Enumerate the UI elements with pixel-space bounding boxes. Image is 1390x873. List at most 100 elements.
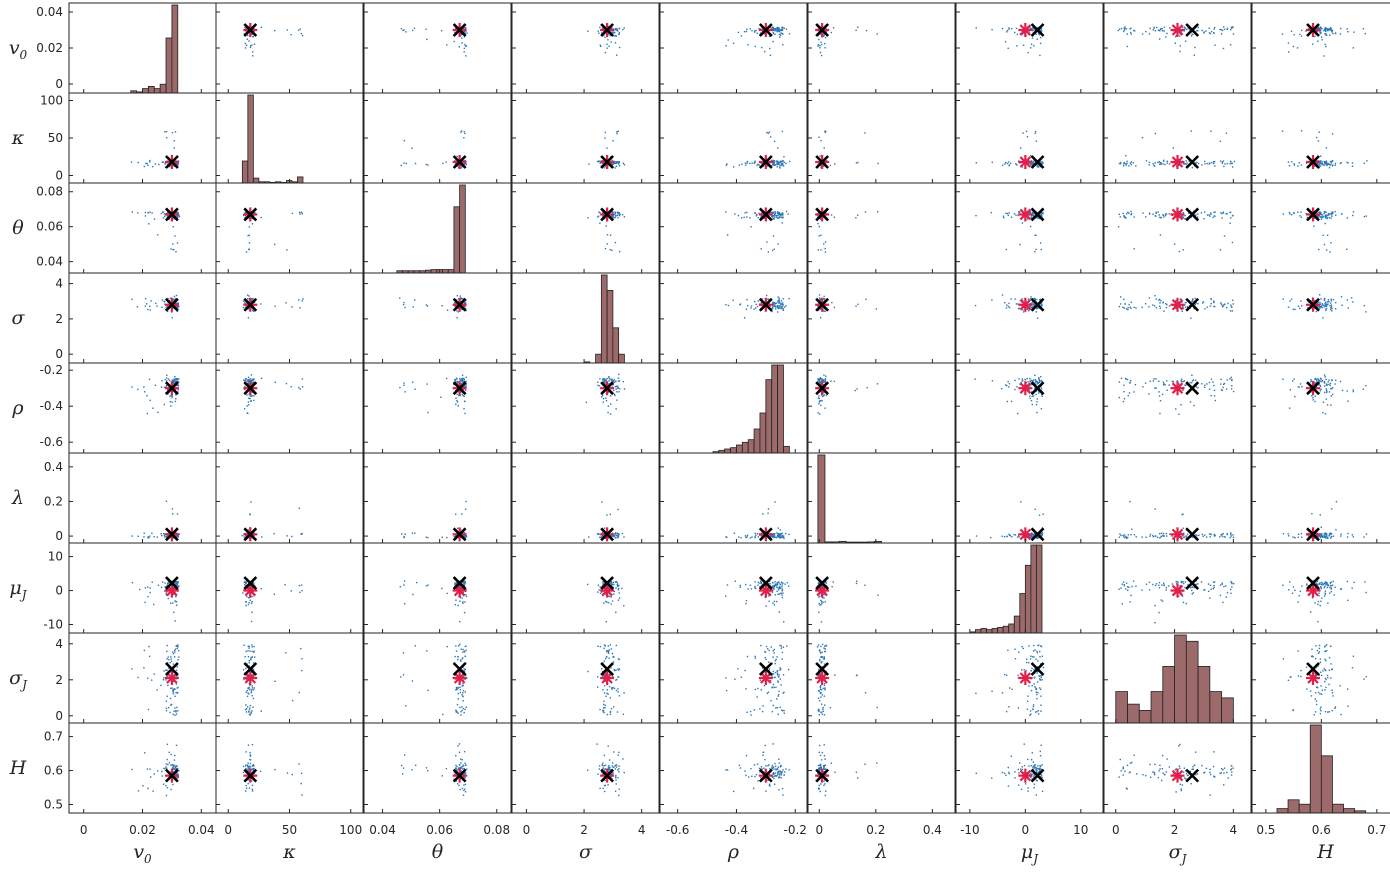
sample-point [1004, 41, 1007, 43]
sample-point [1027, 51, 1029, 54]
sample-point [167, 297, 169, 300]
sample-point [725, 45, 727, 47]
sample-point [1222, 26, 1225, 28]
sample-point [772, 29, 774, 31]
sample-point [822, 381, 825, 383]
sample-point [177, 388, 179, 391]
sample-point [606, 377, 608, 380]
sample-point [822, 379, 825, 381]
sample-point [1223, 235, 1226, 237]
sample-point [1031, 214, 1034, 216]
sample-point [1318, 163, 1320, 166]
sample-point [612, 31, 614, 34]
sample-point [1010, 298, 1012, 300]
sample-point [1335, 301, 1337, 304]
sample-point [607, 39, 609, 41]
sample-point [1290, 30, 1293, 32]
sample-point [780, 160, 782, 163]
sample-point [615, 28, 617, 30]
sample-point [174, 381, 176, 383]
sample-point [1319, 32, 1322, 35]
sample-point [1035, 393, 1037, 396]
sample-point [1324, 303, 1326, 305]
sample-point [614, 241, 617, 244]
sample-point [773, 305, 775, 307]
sample-point [1129, 306, 1131, 308]
sample-point [747, 44, 749, 46]
sample-point [1322, 317, 1324, 319]
sample-point [1126, 45, 1128, 48]
sample-point [1335, 214, 1337, 216]
panel-frame [215, 92, 364, 184]
panel-frame [363, 362, 512, 454]
sample-point [460, 378, 463, 380]
sample-point [1125, 28, 1128, 30]
panel-frame [363, 272, 512, 364]
sample-point [1324, 216, 1326, 218]
sample-point [1040, 305, 1043, 307]
panel-frame [1103, 272, 1252, 364]
sample-point [613, 32, 615, 34]
sample-point [1329, 251, 1331, 253]
sample-point [1033, 45, 1035, 47]
sample-point [604, 247, 607, 250]
sample-point [1362, 27, 1365, 30]
sample-point [1123, 215, 1125, 218]
panel-frame [363, 2, 512, 94]
sample-point [1179, 35, 1181, 37]
sample-point [1004, 384, 1007, 386]
sample-point [602, 212, 604, 214]
sample-point [769, 136, 772, 138]
sample-point [865, 298, 867, 301]
sample-point [780, 300, 783, 302]
sample-point [616, 212, 619, 214]
sample-point [244, 386, 246, 388]
sample-point [1195, 302, 1197, 304]
sample-point [755, 215, 758, 217]
sample-point [762, 165, 765, 168]
sample-point [165, 306, 167, 308]
sample-point [1213, 305, 1216, 308]
sample-point [824, 241, 827, 243]
sample-point [603, 379, 605, 382]
sample-point [1031, 301, 1034, 303]
sample-point [244, 47, 247, 49]
sample-point [247, 378, 249, 381]
histogram-bar [147, 86, 155, 93]
sample-point [769, 54, 772, 56]
panel-sigma-vs-lambda [807, 272, 956, 364]
sample-point [782, 302, 784, 304]
sample-point [1001, 294, 1004, 296]
sample-point [777, 163, 780, 165]
sample-point [153, 218, 156, 220]
sample-point [1037, 166, 1039, 168]
sample-point [250, 374, 253, 376]
sample-point [755, 303, 757, 306]
panel-content [585, 373, 626, 415]
sample-point [402, 29, 404, 32]
panel-rho-vs-sigma [511, 362, 660, 454]
sample-point [1148, 212, 1151, 214]
sample-point [1040, 387, 1043, 390]
sample-point [461, 42, 463, 44]
sample-point [1026, 135, 1029, 138]
sample-point [754, 212, 756, 214]
sample-point [599, 26, 601, 29]
sample-point [622, 28, 624, 31]
sample-point [1152, 213, 1154, 215]
sample-point [1191, 300, 1193, 302]
sample-point [1366, 160, 1368, 162]
sample-point [1325, 211, 1327, 213]
sample-point [598, 211, 600, 213]
sample-point [1120, 27, 1123, 30]
sample-point [1157, 29, 1160, 31]
sample-point [599, 211, 601, 214]
sample-point [1232, 26, 1234, 28]
sample-point [1325, 303, 1327, 305]
sample-point [789, 160, 791, 163]
sample-point [618, 27, 621, 30]
sample-point [413, 27, 416, 30]
true-marker [758, 23, 773, 37]
panel-frame [1103, 2, 1252, 94]
sample-point [1033, 160, 1035, 162]
